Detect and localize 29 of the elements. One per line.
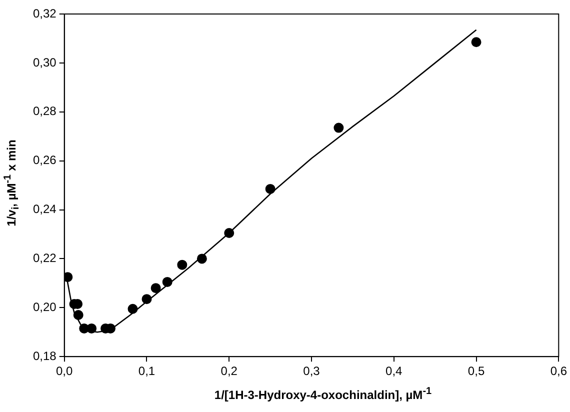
point [73, 310, 84, 320]
point [150, 283, 161, 294]
y-tick-label: 0,20 [32, 300, 57, 314]
x-tick-label: 0,4 [386, 364, 403, 378]
x-tick-label: 0,1 [138, 364, 156, 378]
y-tick-label: 0,24 [32, 202, 57, 216]
y-tick-label: 0,26 [32, 153, 57, 168]
point [471, 37, 482, 48]
y-tick-label: 0,30 [32, 55, 57, 70]
point [142, 294, 152, 304]
x-tick-label: 0,0 [56, 364, 74, 378]
point [128, 304, 138, 314]
y-tick-label: 0,32 [32, 6, 57, 20]
x-axis-title: 1/[1H-3-Hydroxy-4-oxochinaldin], µM$^{-1}$ [213, 386, 433, 402]
point [334, 122, 344, 133]
x-tick-label: 0,6 [550, 364, 568, 378]
y-tick-label: 0,28 [32, 104, 57, 118]
point [162, 276, 172, 287]
point [196, 254, 207, 264]
x-tick-label: 0,2 [220, 364, 238, 378]
point [265, 184, 276, 194]
y-tick-label: 0,22 [32, 251, 57, 266]
point [86, 323, 97, 334]
x-tick-label: 0,5 [468, 364, 485, 378]
x-tick-label: 0,3 [303, 364, 320, 378]
point [224, 228, 234, 238]
y-tick-label: 0,18 [32, 348, 57, 363]
point [64, 272, 73, 282]
point [177, 260, 188, 270]
